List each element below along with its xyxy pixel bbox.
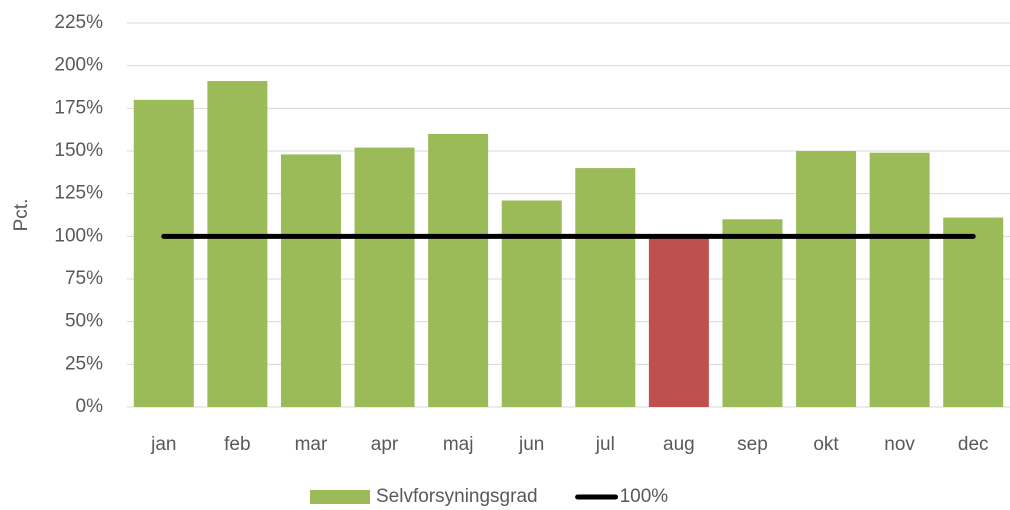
y-tick-label: 200% [54,55,103,76]
x-tick-label: aug [663,434,695,455]
x-tick-label: nov [884,434,915,455]
x-tick-label: okt [813,434,839,455]
bar [207,81,268,407]
bar [133,99,194,408]
bar [501,200,562,407]
legend-swatch [310,490,370,504]
y-tick-label: 125% [54,183,103,204]
legend-label: 100% [620,486,669,507]
x-tick-label: jun [518,434,544,455]
x-tick-label: apr [371,434,399,455]
x-tick-label: jul [595,434,615,455]
y-tick-label: 25% [65,353,103,374]
bar [280,154,341,407]
bar [869,152,930,407]
bar [428,133,489,407]
y-tick-label: 175% [54,97,103,118]
bar [354,147,415,407]
y-tick-label: 50% [65,311,103,332]
y-tick-label: 0% [76,396,104,417]
legend-label: Selvforsyningsgrad [376,486,538,507]
x-tick-label: mar [295,434,328,455]
y-tick-label: 225% [54,12,103,33]
x-tick-label: sep [737,434,768,455]
bar [943,217,1004,407]
bar [575,168,636,407]
bar [722,219,783,407]
x-tick-label: feb [224,434,250,455]
y-tick-label: 100% [54,225,103,246]
y-axis-title: Pct. [11,199,32,232]
x-tick-label: jan [150,434,176,455]
x-tick-label: dec [958,434,989,455]
bar [648,236,709,407]
y-tick-label: 150% [54,140,103,161]
x-tick-label: maj [443,434,474,455]
bar [796,151,857,407]
y-tick-label: 75% [65,268,103,289]
